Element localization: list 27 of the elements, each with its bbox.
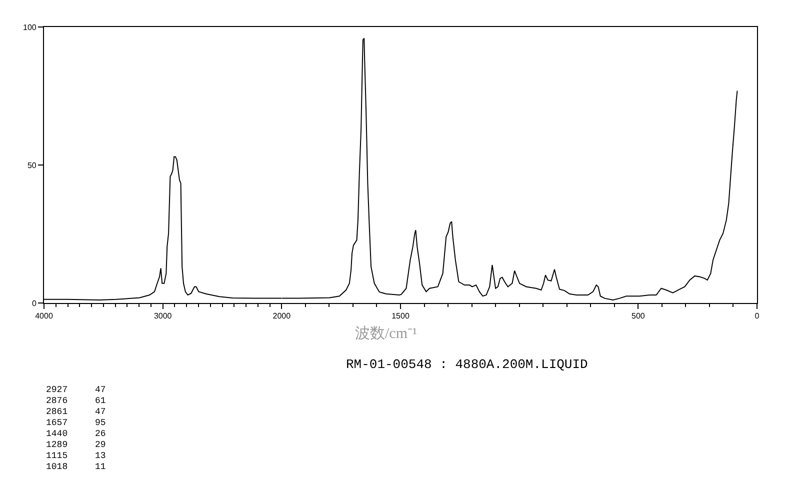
text: 95 xyxy=(95,418,106,428)
y-tick-label: 100 xyxy=(23,22,37,32)
text: 13 xyxy=(95,451,106,461)
text: 61 xyxy=(95,396,106,406)
x-tick-label: 3000 xyxy=(154,312,172,321)
text: 2861 xyxy=(46,407,68,417)
x-tick-label: 4000 xyxy=(35,312,54,321)
y-tick-label: 50 xyxy=(27,160,37,170)
text: 11 xyxy=(95,462,106,472)
text: 47 xyxy=(95,407,106,417)
text: 1018 xyxy=(46,462,68,472)
text: 26 xyxy=(95,429,106,439)
text: 29 xyxy=(95,440,106,450)
x-tick-label: 2000 xyxy=(272,312,292,321)
y-tick-label: 0 xyxy=(32,298,37,308)
text: 1440 xyxy=(46,429,68,439)
text: 1289 xyxy=(46,440,68,450)
text: 47 xyxy=(95,385,106,395)
text: 2876 xyxy=(46,396,68,406)
text: 1657 xyxy=(46,418,68,428)
x-axis-title: 波数/cm⁻¹ xyxy=(355,325,417,342)
text: 1115 xyxy=(46,451,68,461)
x-tick-label: 500 xyxy=(631,312,646,321)
x-tick-label: 0 xyxy=(754,312,760,321)
text: RM-01-00548 : 4880A.200M.LIQUID xyxy=(346,357,588,372)
text: 2927 xyxy=(46,385,68,395)
x-tick-label: 1500 xyxy=(392,312,410,321)
